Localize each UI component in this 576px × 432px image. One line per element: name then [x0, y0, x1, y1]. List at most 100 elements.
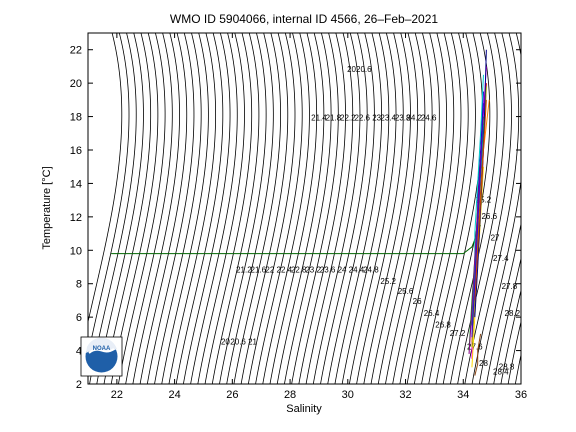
- contour-label-19: 24.8: [363, 265, 379, 274]
- density-contour-20: [219, 33, 267, 384]
- density-contour-24: [247, 33, 296, 384]
- profile-series-14: [471, 103, 484, 338]
- contour-label-7: 23.8: [395, 113, 411, 122]
- contour-label-2: 21.8: [326, 113, 342, 122]
- density-contour-5: [110, 33, 159, 384]
- density-contour-43: [385, 33, 433, 384]
- y-tick-label-12: 12: [70, 212, 82, 224]
- density-contour-15: [182, 33, 231, 384]
- contour-label-10: 21.2: [236, 265, 252, 274]
- x-axis: 22 24 26 28 30 32 34 36: [111, 33, 527, 401]
- contour-label-5: 23: [372, 113, 381, 122]
- density-contour-19: [211, 33, 260, 384]
- density-contour-22: [233, 33, 281, 384]
- contour-label-6: 23.4: [380, 113, 396, 122]
- x-tick-label-34: 34: [457, 389, 469, 401]
- x-tick-label-30: 30: [342, 389, 354, 401]
- density-contour-53: [457, 33, 505, 384]
- y-tick-label-14: 14: [70, 178, 82, 190]
- contour-label-35: 28.2: [505, 309, 521, 318]
- density-contour-59: [500, 288, 521, 384]
- contour-label-26: 27.6: [467, 342, 483, 351]
- y-axis-label: Temperature [°C]: [41, 166, 53, 249]
- density-contour-26: [262, 33, 310, 384]
- density-contour-47: [413, 33, 462, 384]
- density-contour-52: [450, 33, 498, 384]
- x-tick-label-32: 32: [399, 389, 411, 401]
- density-contour-0: [88, 33, 123, 324]
- y-tick-label-10: 10: [70, 245, 82, 257]
- chart-title: WMO ID 5904066, internal ID 4566, 26–Feb…: [170, 12, 438, 26]
- density-contour-31: [298, 33, 346, 384]
- x-tick-label-24: 24: [168, 389, 180, 401]
- y-tick-label-16: 16: [70, 145, 82, 157]
- plot-frame: [87, 32, 522, 385]
- density-contour-16: [190, 33, 238, 384]
- density-contour-2: [89, 33, 137, 384]
- density-contour-38: [348, 33, 397, 384]
- density-contour-6: [118, 33, 166, 384]
- density-contour-28: [276, 33, 325, 384]
- density-contour-41: [370, 33, 419, 384]
- contour-label-11: 21.6: [251, 265, 267, 274]
- density-contour-17: [197, 33, 245, 384]
- density-contour-50: [435, 33, 484, 384]
- density-contour-21: [226, 33, 274, 384]
- density-contour-4: [103, 33, 152, 384]
- contour-label-31: 26.6: [481, 212, 497, 221]
- contour-label-32: 27: [491, 234, 500, 243]
- density-contour-44: [392, 33, 440, 384]
- density-contour-36: [334, 33, 382, 384]
- density-contour-45: [399, 33, 447, 384]
- density-contour-48: [421, 33, 469, 384]
- contour-label-0: 2020.6: [347, 65, 372, 74]
- density-contour-35: [327, 33, 375, 384]
- contour-label-20: 25.2: [380, 277, 396, 286]
- density-contour-10: [146, 33, 195, 384]
- y-tick-label-8: 8: [76, 279, 82, 291]
- contour-label-3: 22.2: [340, 113, 356, 122]
- contour-label-33: 27.4: [493, 254, 509, 263]
- contour-label-36: 20.: [221, 337, 232, 346]
- density-contour-11: [154, 33, 202, 384]
- density-contour-57: [486, 221, 521, 384]
- x-tick-label-36: 36: [515, 389, 527, 401]
- contour-label-12: 22: [265, 265, 274, 274]
- density-contour-39: [356, 33, 404, 384]
- density-contour-18: [204, 33, 253, 384]
- density-contour-8: [132, 33, 180, 384]
- contour-label-17: 24: [338, 265, 347, 274]
- density-contour-14: [175, 33, 224, 384]
- density-contour-25: [255, 33, 303, 384]
- profile-series-13: [474, 99, 487, 301]
- contour-label-14: 22.8: [291, 265, 307, 274]
- y-tick-label-6: 6: [76, 312, 82, 324]
- density-contour-55: [471, 33, 520, 384]
- contour-label-13: 22.4: [277, 265, 293, 274]
- density-contour-13: [168, 33, 217, 384]
- y-tick-label-22: 22: [70, 45, 82, 57]
- y-tick-label-2: 2: [76, 379, 82, 391]
- contour-label-38: 21: [248, 337, 257, 346]
- contour-label-30: 25.2: [476, 195, 492, 204]
- plot-area: [88, 33, 521, 384]
- contour-label-24: 26.8: [435, 321, 451, 330]
- x-tick-label-28: 28: [284, 389, 296, 401]
- density-contour-29: [284, 33, 332, 384]
- contour-label-15: 23.2: [305, 265, 321, 274]
- density-contour-32: [305, 33, 354, 384]
- density-contour-7: [125, 33, 173, 384]
- x-tick-label-22: 22: [111, 389, 123, 401]
- contour-label-27: 28: [479, 359, 488, 368]
- y-tick-label-4: 4: [76, 346, 82, 358]
- density-contour-54: [464, 33, 512, 384]
- density-contour-27: [269, 33, 318, 384]
- contour-label-23: 26.4: [424, 309, 440, 318]
- density-contour-49: [428, 33, 476, 384]
- x-tick-label-26: 26: [226, 389, 238, 401]
- x-axis-label: Salinity: [286, 403, 322, 415]
- density-contour-46: [406, 33, 455, 384]
- contour-label-4: 22.6: [354, 113, 370, 122]
- contour-label-25: 27.2: [450, 329, 466, 338]
